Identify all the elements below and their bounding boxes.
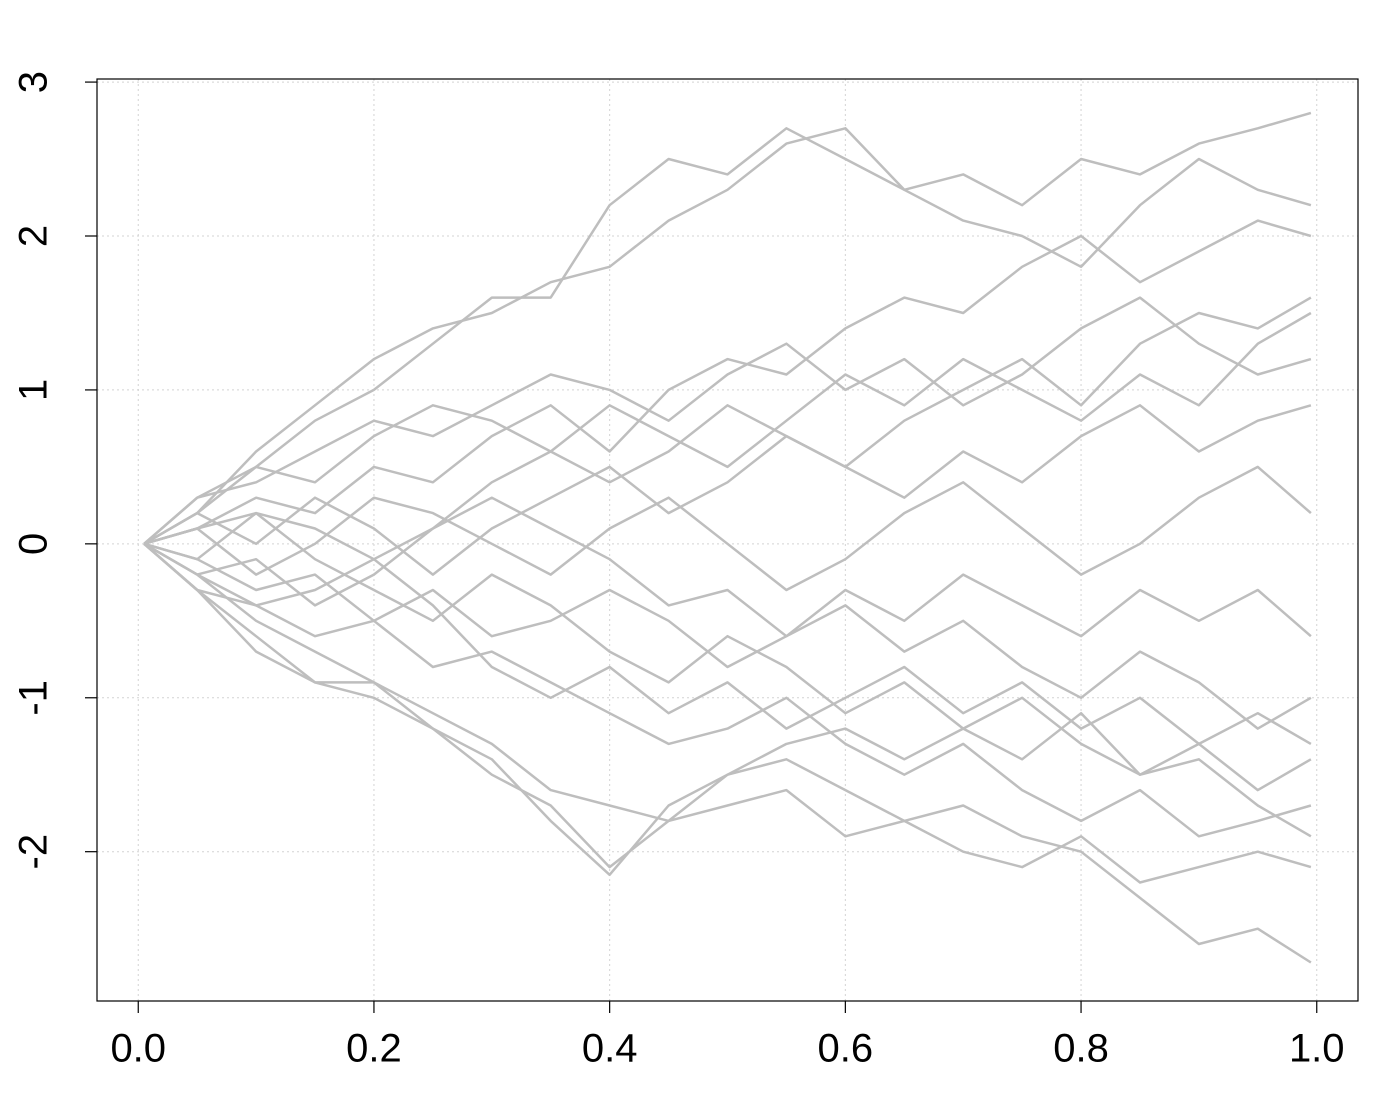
path-line	[143, 296, 1312, 545]
path-line	[143, 511, 1312, 792]
plot-frame	[96, 78, 1359, 1002]
path-line	[143, 219, 1312, 546]
path-line	[143, 465, 1312, 592]
x-tick-label: 0.2	[346, 1027, 402, 1071]
x-tick-label: 0.8	[1053, 1027, 1109, 1071]
path-line	[143, 311, 1312, 545]
x-tick-label: 1.0	[1289, 1027, 1345, 1071]
y-tick-label: 1	[12, 379, 56, 401]
x-tick-label: 0.6	[818, 1027, 874, 1071]
axes-layer: 0.0 0.2 0.4 0.6 0.8 1.0 -2 -1 0 1 2 3	[12, 71, 1345, 1071]
y-tick-label: 0	[12, 533, 56, 555]
y-tick-label: -2	[12, 834, 56, 870]
path-line	[143, 542, 1312, 746]
x-tick-label: 0.4	[582, 1027, 638, 1071]
path-line	[143, 496, 1312, 730]
path-line	[143, 542, 1312, 877]
path-line	[143, 542, 1312, 838]
y-tick-label: -1	[12, 680, 56, 716]
path-line	[143, 296, 1312, 576]
y-tick-label: 2	[12, 225, 56, 247]
lines-layer	[143, 111, 1312, 964]
path-line	[143, 404, 1312, 561]
path-line	[143, 542, 1312, 964]
path-line	[143, 127, 1312, 545]
path-line	[143, 542, 1312, 669]
y-tick-label: 3	[12, 71, 56, 93]
path-line	[143, 542, 1312, 884]
grid-layer	[97, 79, 1358, 1001]
x-tick-label: 0.0	[110, 1027, 166, 1071]
path-line	[143, 111, 1312, 545]
